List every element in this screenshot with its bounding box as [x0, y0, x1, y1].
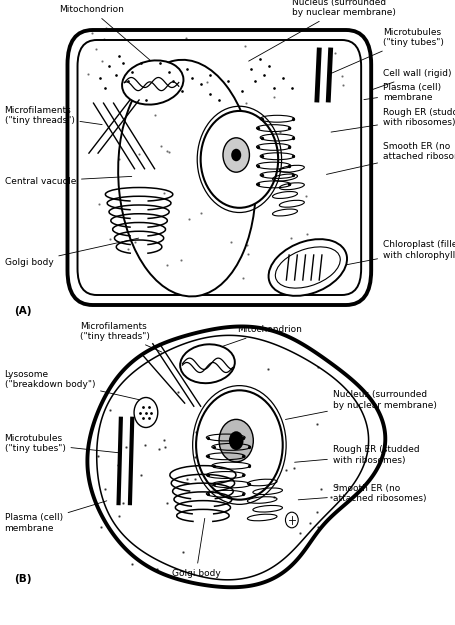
Ellipse shape — [180, 344, 234, 383]
Text: Golgi body: Golgi body — [172, 518, 220, 578]
Ellipse shape — [222, 138, 249, 172]
Text: Microtubules
("tiny tubes"): Microtubules ("tiny tubes") — [329, 28, 443, 74]
Text: Nucleus (surrounded
by nuclear membrane): Nucleus (surrounded by nuclear membrane) — [285, 390, 436, 419]
Text: (A): (A) — [14, 306, 31, 316]
Ellipse shape — [268, 239, 346, 296]
Ellipse shape — [228, 431, 243, 450]
Text: Golgi body: Golgi body — [5, 238, 138, 267]
Text: Central vacuole: Central vacuole — [5, 176, 131, 186]
Text: (B): (B) — [14, 574, 31, 584]
Text: Rough ER (studded
with ribosomes): Rough ER (studded with ribosomes) — [330, 107, 455, 132]
Ellipse shape — [122, 61, 183, 104]
Ellipse shape — [200, 111, 278, 208]
Ellipse shape — [196, 390, 282, 500]
Ellipse shape — [285, 512, 298, 528]
Ellipse shape — [231, 149, 241, 161]
FancyBboxPatch shape — [67, 30, 370, 305]
Text: Microtubules
("tiny tubes"): Microtubules ("tiny tubes") — [5, 434, 119, 454]
Text: Chloroplast (filled
with chlorophyll): Chloroplast (filled with chlorophyll) — [344, 240, 455, 265]
Ellipse shape — [134, 398, 157, 428]
Text: Mitochondrion: Mitochondrion — [214, 326, 301, 349]
Text: Smooth ER (no
attached ribosomes): Smooth ER (no attached ribosomes) — [326, 141, 455, 174]
Text: Plasma (cell)
membrane: Plasma (cell) membrane — [363, 82, 440, 102]
Text: Plasma (cell)
membrane: Plasma (cell) membrane — [5, 501, 106, 533]
Text: Smooth ER (no
attached ribosomes): Smooth ER (no attached ribosomes) — [298, 484, 425, 504]
Text: Nucleus (surrounded
by nuclear membrane): Nucleus (surrounded by nuclear membrane) — [248, 0, 395, 61]
Text: Rough ER (studded
with ribosomes): Rough ER (studded with ribosomes) — [294, 445, 419, 465]
Text: Microfilaments
("tiny threads"): Microfilaments ("tiny threads") — [5, 106, 102, 126]
Text: Microfilaments
("tiny threads"): Microfilaments ("tiny threads") — [80, 321, 161, 352]
Polygon shape — [87, 326, 384, 588]
Text: Mitochondrion: Mitochondrion — [59, 5, 150, 61]
Text: Lysosome
("breakdown body"): Lysosome ("breakdown body") — [5, 369, 143, 401]
Ellipse shape — [218, 419, 253, 462]
Ellipse shape — [118, 60, 255, 296]
Text: Cell wall (rigid): Cell wall (rigid) — [371, 69, 450, 90]
